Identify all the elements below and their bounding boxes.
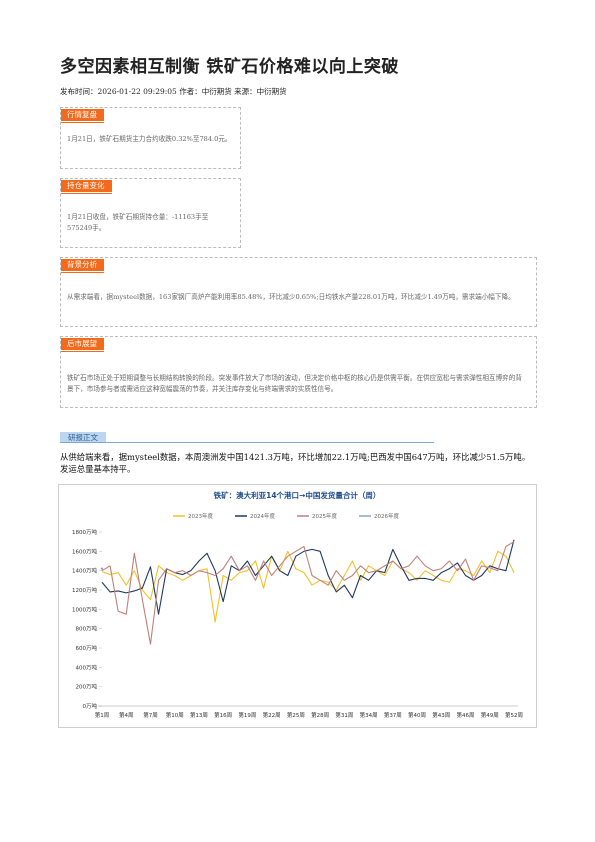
section-body: 1月21日收盘，铁矿石期货持仓量：-11163手至575249手。 [67, 213, 209, 232]
y-tick-label: 400万吨 [76, 663, 98, 671]
x-tick-label: 第7周 [143, 711, 158, 719]
report-heading: 研报正文 [60, 432, 106, 443]
x-tick-label: 第22周 [263, 711, 281, 719]
y-tick-label: 200万吨 [76, 683, 98, 691]
section-box: 后市展望 铁矿石市场正处于短期调整与长期结构转换的阶段。突发事件放大了市场的波动… [60, 336, 537, 408]
x-tick-label: 第10周 [166, 711, 184, 719]
section-body: 铁矿石市场正处于短期调整与长期结构转换的阶段。突发事件放大了市场的波动，但决定价… [67, 374, 522, 393]
x-tick-label: 第52周 [505, 711, 523, 719]
y-tick-label: 1200万吨 [72, 586, 97, 594]
legend-label: 2023年度 [188, 512, 213, 520]
chart-frame: 铁矿：澳大利亚14个港口→中国发货量合计（周） 2023年度 2024年度 2025… [58, 484, 537, 728]
x-tick-label: 第40周 [408, 711, 426, 719]
x-tick-label: 第25周 [287, 711, 305, 719]
divider [60, 442, 434, 443]
section-box: 行情复盘 1月21日，铁矿石期货主力合约收跌0.32%至784.0元。 [60, 107, 241, 169]
chart: 铁矿：澳大利亚14个港口→中国发货量合计（周） 2023年度 2024年度 2025… [72, 490, 523, 719]
y-tick-label: 1600万吨 [72, 547, 97, 555]
legend-label: 2025年度 [312, 512, 337, 520]
x-tick-label: 第13周 [190, 711, 208, 719]
chart-title: 铁矿：澳大利亚14个港口→中国发货量合计（周） [214, 490, 381, 500]
x-tick-label: 第28周 [311, 711, 329, 719]
x-tick-label: 第34周 [360, 711, 378, 719]
article-meta: 发布时间：2026-01-22 09:29:05 作者：中衍期货 来源：中衍期货 [60, 87, 287, 96]
section-box: 持仓量变化 1月21日收盘，铁矿石期货持仓量：-11163手至575249手。 [60, 178, 241, 248]
x-tick-label: 第46周 [457, 711, 475, 719]
line-series [101, 550, 515, 623]
x-tick-label: 第16周 [214, 711, 232, 719]
x-tick-label: 第4周 [119, 711, 134, 719]
report-body: 从供给端来看，据mysteel数据，本周澳洲发中国1421.3万吨，环比增加22… [60, 452, 531, 474]
line-point [100, 567, 104, 570]
line-series [101, 541, 515, 645]
section-body: 1月21日，铁矿石期货主力合约收跌0.32%至784.0元。 [67, 135, 232, 143]
y-tick-label: 1400万吨 [72, 567, 97, 575]
section-box: 背景分析 从需求端看，据mysteel数据，163家钢厂高炉产能利用率85.48… [60, 257, 537, 327]
section-heading: 行情复盘 [61, 109, 104, 123]
y-tick-label: 600万吨 [76, 644, 98, 652]
legend-label: 2024年度 [250, 512, 275, 520]
x-tick-label: 第19周 [238, 711, 256, 719]
y-tick-label: 0万吨 [83, 702, 98, 710]
section-heading: 后市展望 [61, 338, 104, 352]
x-tick-label: 第31周 [335, 711, 353, 719]
y-tick-label: 800万吨 [76, 625, 98, 633]
y-tick-label: 1800万吨 [72, 528, 97, 536]
x-tick-label: 第37周 [384, 711, 402, 719]
section-body: 从需求端看，据mysteel数据，163家钢厂高炉产能利用率85.48%，环比减… [67, 293, 515, 301]
y-tick-label: 1000万吨 [72, 605, 97, 613]
x-tick-label: 第1周 [95, 711, 110, 719]
x-tick-label: 第49周 [481, 711, 499, 719]
legend-label: 2026年度 [374, 512, 399, 520]
section-heading: 持仓量变化 [61, 180, 112, 194]
section-heading: 背景分析 [61, 259, 104, 273]
x-tick-label: 第43周 [432, 711, 450, 719]
article-title: 多空因素相互制衡 铁矿石价格难以向上突破 [60, 57, 399, 77]
